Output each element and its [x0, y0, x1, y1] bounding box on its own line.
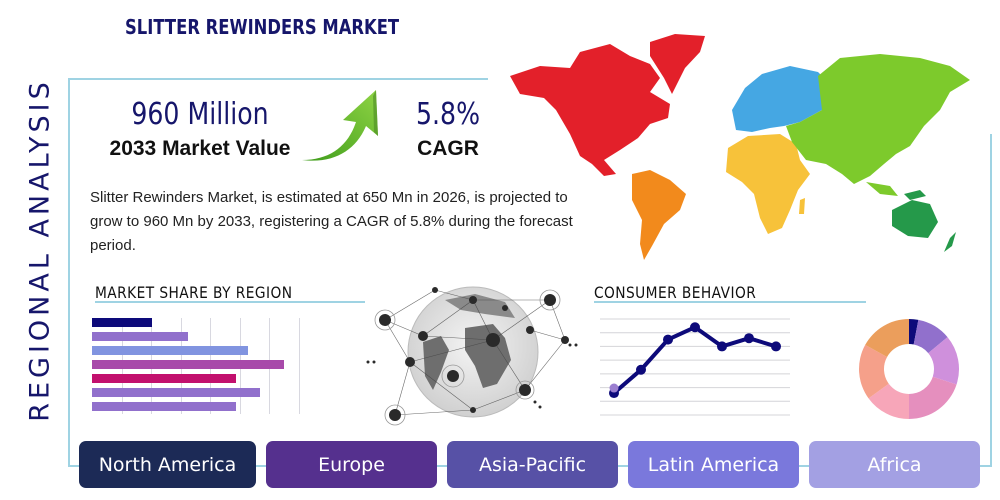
bar-chart-bar [92, 360, 284, 369]
region-button-label: Asia-Pacific [478, 453, 587, 476]
map-oceania [892, 200, 938, 238]
consumer-behavior-donut-chart [859, 319, 959, 419]
trend-up-arrow-icon [302, 90, 378, 161]
map-greenland [650, 34, 705, 94]
consumer-behavior-line-chart [600, 318, 790, 416]
world-map-icon [510, 34, 970, 260]
map-europe [732, 66, 826, 132]
bar-chart-bar [92, 318, 152, 327]
bar-chart-bar [92, 332, 188, 341]
market-share-rule [95, 301, 365, 303]
market-share-title: MARKET SHARE BY REGION [95, 283, 293, 302]
consumer-behavior-rule [594, 301, 866, 303]
network-globe-icon [366, 286, 578, 426]
market-value: 960 Million [131, 97, 269, 132]
bar-chart-bar [92, 374, 236, 383]
map-asia [786, 54, 970, 184]
region-button-label: Europe [318, 453, 385, 476]
side-title: REGIONAL ANALYSIS [24, 78, 56, 422]
region-button-europe[interactable]: Europe [266, 441, 437, 488]
market-description: Slitter Rewinders Market, is estimated a… [90, 189, 573, 254]
region-button-north-america[interactable]: North America [79, 441, 256, 488]
region-button-latin-america[interactable]: Latin America [628, 441, 799, 488]
cagr-label: CAGR [417, 137, 479, 160]
bar-chart-bar [92, 346, 248, 355]
region-button-label: North America [98, 453, 237, 476]
region-button-africa[interactable]: Africa [809, 441, 980, 488]
map-africa [726, 134, 810, 234]
map-south-america [632, 170, 686, 260]
region-button-label: Africa [867, 453, 922, 476]
region-button-asia-pacific[interactable]: Asia-Pacific [447, 441, 618, 488]
region-button-label: Latin America [647, 453, 780, 476]
bar-chart-bar [92, 402, 236, 411]
map-north-america [510, 44, 670, 176]
frame-border-left [68, 78, 70, 466]
bar-chart-gridline [298, 318, 300, 414]
frame-border-right [990, 134, 992, 466]
consumer-behavior-title: CONSUMER BEHAVIOR [594, 283, 757, 302]
market-value-label: 2033 Market Value [109, 137, 291, 160]
frame-border-top [68, 78, 488, 80]
market-share-bar-chart [92, 318, 302, 414]
cagr-value: 5.8% [415, 97, 481, 132]
bar-chart-bar [92, 388, 260, 397]
page-title: SLITTER REWINDERS MARKET [125, 15, 400, 39]
